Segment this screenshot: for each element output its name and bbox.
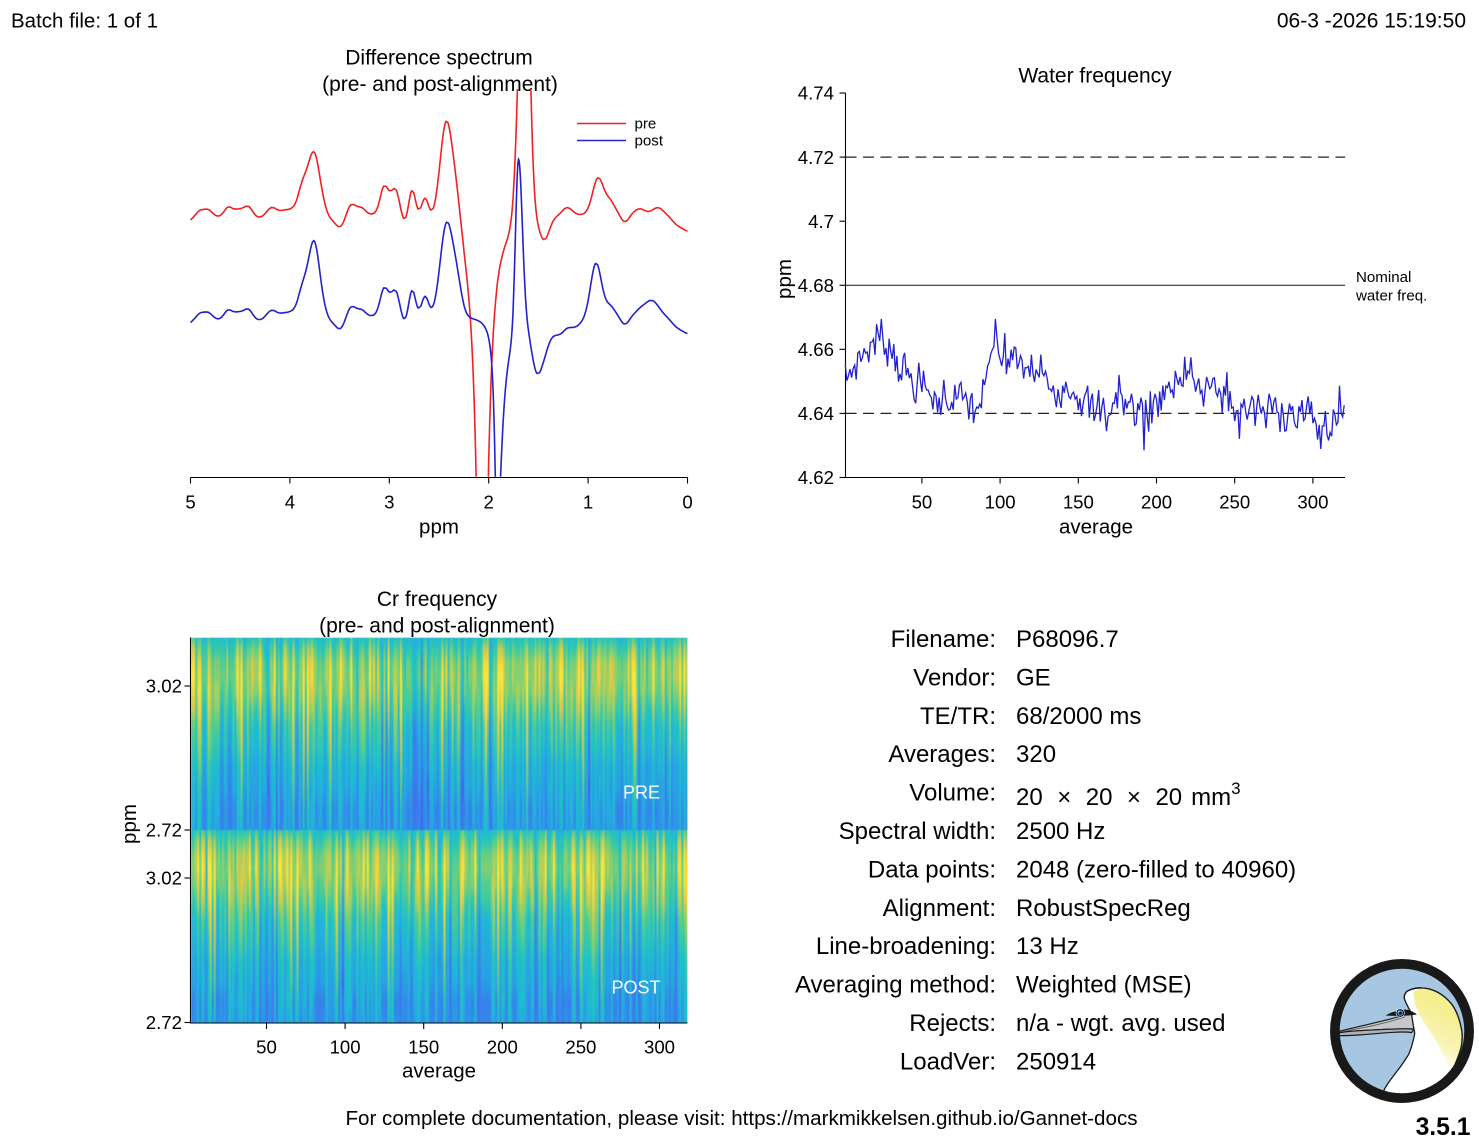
svg-text:GE: GE <box>1016 664 1051 691</box>
svg-text:4.62: 4.62 <box>798 467 834 488</box>
svg-text:Difference spectrum: Difference spectrum <box>345 47 533 70</box>
svg-text:2.72: 2.72 <box>146 1012 182 1033</box>
svg-text:200: 200 <box>1141 492 1172 513</box>
svg-text:Filename:: Filename: <box>891 626 996 653</box>
svg-text:4.68: 4.68 <box>798 275 834 296</box>
svg-text:ppm: ppm <box>419 516 459 539</box>
svg-text:ppm: ppm <box>773 259 796 299</box>
svg-text:3.5.1: 3.5.1 <box>1416 1114 1471 1141</box>
svg-text:Batch file: 1 of 1: Batch file: 1 of 1 <box>11 10 158 33</box>
svg-text:150: 150 <box>408 1037 439 1058</box>
svg-text:Rejects:: Rejects: <box>909 1010 996 1037</box>
svg-text:2: 2 <box>484 492 494 513</box>
svg-text:For complete documentation, pl: For complete documentation, please visit… <box>345 1107 1137 1130</box>
svg-text:ppm: ppm <box>118 804 141 844</box>
svg-text:average: average <box>1059 516 1133 539</box>
svg-text:50: 50 <box>256 1037 277 1058</box>
svg-text:3: 3 <box>384 492 394 513</box>
svg-text:PRE: PRE <box>623 783 660 803</box>
svg-text:2500 Hz: 2500 Hz <box>1016 818 1105 845</box>
svg-text:Line-broadening:: Line-broadening: <box>816 933 996 960</box>
svg-text:pre: pre <box>635 116 657 133</box>
svg-text:68/2000 ms: 68/2000 ms <box>1016 703 1141 730</box>
svg-text:post: post <box>635 133 664 150</box>
svg-text:P68096.7: P68096.7 <box>1016 626 1119 653</box>
svg-text:Data points:: Data points: <box>868 856 996 883</box>
svg-text:50: 50 <box>912 492 933 513</box>
svg-text:250: 250 <box>1219 492 1250 513</box>
svg-text:06-3 -2026 15:19:50: 06-3 -2026 15:19:50 <box>1277 10 1466 33</box>
svg-text:Averaging method:: Averaging method: <box>795 972 996 999</box>
svg-text:water freq.: water freq. <box>1355 287 1427 304</box>
svg-text:average: average <box>402 1060 476 1083</box>
svg-text:4.7: 4.7 <box>808 211 834 232</box>
svg-text:n/a - wgt. avg. used: n/a - wgt. avg. used <box>1016 1010 1225 1037</box>
svg-text:250914: 250914 <box>1016 1048 1096 1075</box>
svg-text:320: 320 <box>1016 741 1056 768</box>
svg-text:TE/TR:: TE/TR: <box>920 703 996 730</box>
svg-text:(pre- and post-alignment): (pre- and post-alignment) <box>319 615 555 638</box>
svg-text:Vendor:: Vendor: <box>913 664 996 691</box>
svg-text:300: 300 <box>1297 492 1328 513</box>
svg-text:4.74: 4.74 <box>798 83 834 104</box>
svg-text:RobustSpecReg: RobustSpecReg <box>1016 895 1191 922</box>
svg-text:1: 1 <box>583 492 593 513</box>
svg-text:Water frequency: Water frequency <box>1018 64 1172 87</box>
svg-text:250: 250 <box>565 1037 596 1058</box>
svg-text:4.64: 4.64 <box>798 403 834 424</box>
svg-text:100: 100 <box>985 492 1016 513</box>
svg-text:LoadVer:: LoadVer: <box>900 1048 996 1075</box>
svg-text:100: 100 <box>330 1037 361 1058</box>
svg-text:Alignment:: Alignment: <box>883 895 996 922</box>
svg-text:Cr frequency: Cr frequency <box>377 588 498 611</box>
svg-text:(pre- and post-alignment): (pre- and post-alignment) <box>322 73 558 96</box>
svg-text:Nominal: Nominal <box>1356 269 1411 286</box>
svg-text:5: 5 <box>185 492 195 513</box>
svg-text:Volume:: Volume: <box>909 780 996 807</box>
svg-text:0: 0 <box>682 492 692 513</box>
svg-text:2.72: 2.72 <box>146 820 182 841</box>
svg-text:4.66: 4.66 <box>798 339 834 360</box>
svg-text:4: 4 <box>285 492 295 513</box>
svg-text:3.02: 3.02 <box>146 868 182 889</box>
svg-text:POST: POST <box>612 978 661 998</box>
svg-text:13 Hz: 13 Hz <box>1016 933 1079 960</box>
svg-text:300: 300 <box>644 1037 675 1058</box>
svg-text:Averages:: Averages: <box>888 741 996 768</box>
svg-text:3.02: 3.02 <box>146 676 182 697</box>
svg-text:Spectral width:: Spectral width: <box>839 818 996 845</box>
svg-text:Weighted (MSE): Weighted (MSE) <box>1016 972 1192 999</box>
svg-text:200: 200 <box>487 1037 518 1058</box>
svg-text:4.72: 4.72 <box>798 147 834 168</box>
svg-text:150: 150 <box>1063 492 1094 513</box>
svg-text:2048 (zero-filled to 40960): 2048 (zero-filled to 40960) <box>1016 856 1296 883</box>
